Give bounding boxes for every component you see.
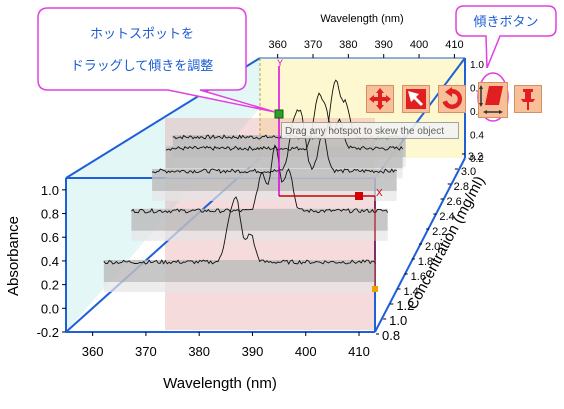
top-x-axis: 360 370 380 390 400 410 (268, 39, 464, 58)
spectrum-ribbon-shadow (152, 190, 397, 201)
y-tick-label: 1.0 (41, 183, 59, 198)
resize-tool-button[interactable] (402, 85, 430, 113)
x-tick-label: 360 (82, 344, 104, 359)
depth-tick-label: 3.0 (461, 166, 476, 178)
skew-button-callout: 傾きボタン (455, 5, 557, 69)
skew-button-callout-label: 傾きボタン (473, 15, 538, 30)
hotspot-callout-line2: ドラッグして傾きを調整 (71, 59, 214, 74)
depth-tick-label: 0.8 (382, 328, 400, 343)
right-y-axis: 0.2 0.4 0.6 0.8 1.0 (470, 60, 484, 165)
four-arrows-icon (369, 88, 391, 110)
right-y-tick-label: 0.8 (470, 84, 484, 95)
y-tick-label: 0.6 (41, 230, 59, 245)
spectrum-ribbon (103, 259, 376, 282)
y-skew-hotspot[interactable] (274, 109, 284, 119)
depth-tick-label: 2.6 (447, 196, 462, 208)
y-tick-label: 0.2 (41, 278, 59, 293)
x-hotspot-label: X (376, 188, 383, 199)
spectrum-line (131, 144, 389, 214)
move-tool-button[interactable] (366, 85, 394, 113)
depth-tick-label: 1.8 (418, 256, 433, 268)
y-axis-label: Absorbance (5, 216, 22, 296)
top-x-axis-label: Wavelength (nm) (320, 13, 403, 25)
x-tick-label: 400 (295, 344, 317, 359)
depth-tick-label: 1.2 (396, 298, 414, 313)
depth-tick-label: 1.6 (411, 271, 426, 283)
y-hotspot-label: Y (277, 58, 283, 68)
depth-tick-label: 2.0 (425, 241, 440, 253)
depth-tick-label: 2.8 (454, 181, 469, 193)
pushpin-icon (521, 89, 535, 110)
x-axis-label: Wavelength (nm) (163, 375, 277, 392)
rotate-icon (442, 87, 463, 109)
spectrum-ribbon (165, 146, 403, 169)
x-tick-label: 390 (242, 344, 264, 359)
x-tick-label: 370 (135, 344, 157, 359)
y-tick-label: 0.8 (41, 207, 59, 222)
spectrum-ribbon (152, 168, 397, 191)
right-y-tick-label: 0.2 (470, 154, 484, 165)
depth-tick-label: 2.4 (439, 211, 454, 223)
hotspot-tooltip: Drag any hotspot to skew the object (281, 122, 459, 139)
right-y-tick-label: 0.6 (470, 107, 484, 118)
spectrum-line (103, 196, 377, 265)
depth-tick-label: 3.2 (468, 151, 483, 163)
depth-tick-label: 2.2 (432, 226, 447, 238)
spectrum-ribbon-shadow (131, 230, 388, 241)
top-x-tick-label: 410 (445, 39, 463, 51)
x-tick-label: 410 (348, 344, 370, 359)
top-x-tick-label: 380 (339, 39, 357, 51)
corner-hotspot[interactable] (372, 286, 378, 292)
top-x-tick-label: 390 (375, 39, 393, 51)
spectra-layer (103, 79, 407, 292)
depth-tick-label: 1.4 (404, 286, 419, 298)
spectrum-line (152, 109, 397, 174)
y-tick-label: -0.2 (37, 325, 59, 340)
x-tick-label: 380 (188, 344, 210, 359)
top-x-tick-label: 370 (304, 39, 322, 51)
rotate-tool-button[interactable] (438, 85, 466, 113)
skew-icon (479, 85, 503, 114)
x-axis: 360 370 380 390 400 410 (82, 332, 370, 359)
spectrum-ribbon (131, 208, 388, 231)
spectrum-line (165, 92, 404, 152)
spectrum-ribbon-shadow (103, 281, 376, 292)
depth-axis: 0.81.01.21.4 1.6 1.8 2.0 2.2 2.4 2.6 2.8 3.0 3.2 (376, 151, 483, 343)
y-tick-label: 0.4 (41, 254, 59, 269)
hotspot-callout-line1: ホットスポットを (90, 27, 194, 42)
pin-tool-button[interactable] (514, 85, 542, 113)
right-y-tick-label: 1.0 (470, 60, 484, 71)
right-y-tick-label: 0.4 (470, 131, 484, 142)
y-tick-label: 0.0 (41, 301, 59, 316)
resize-arrow-icon (406, 89, 426, 109)
top-x-tick-label: 360 (268, 39, 286, 51)
skew-tool-button[interactable] (478, 82, 508, 118)
depth-tick-label: 1.0 (389, 313, 407, 328)
top-x-tick-label: 400 (410, 39, 428, 51)
hotspot-callout: ホットスポットを ドラッグして傾きを調整 (37, 7, 276, 113)
x-skew-hotspot[interactable] (355, 192, 363, 200)
y-axis: -0.2 0.0 0.2 0.4 0.6 0.8 1.0 (37, 183, 66, 340)
